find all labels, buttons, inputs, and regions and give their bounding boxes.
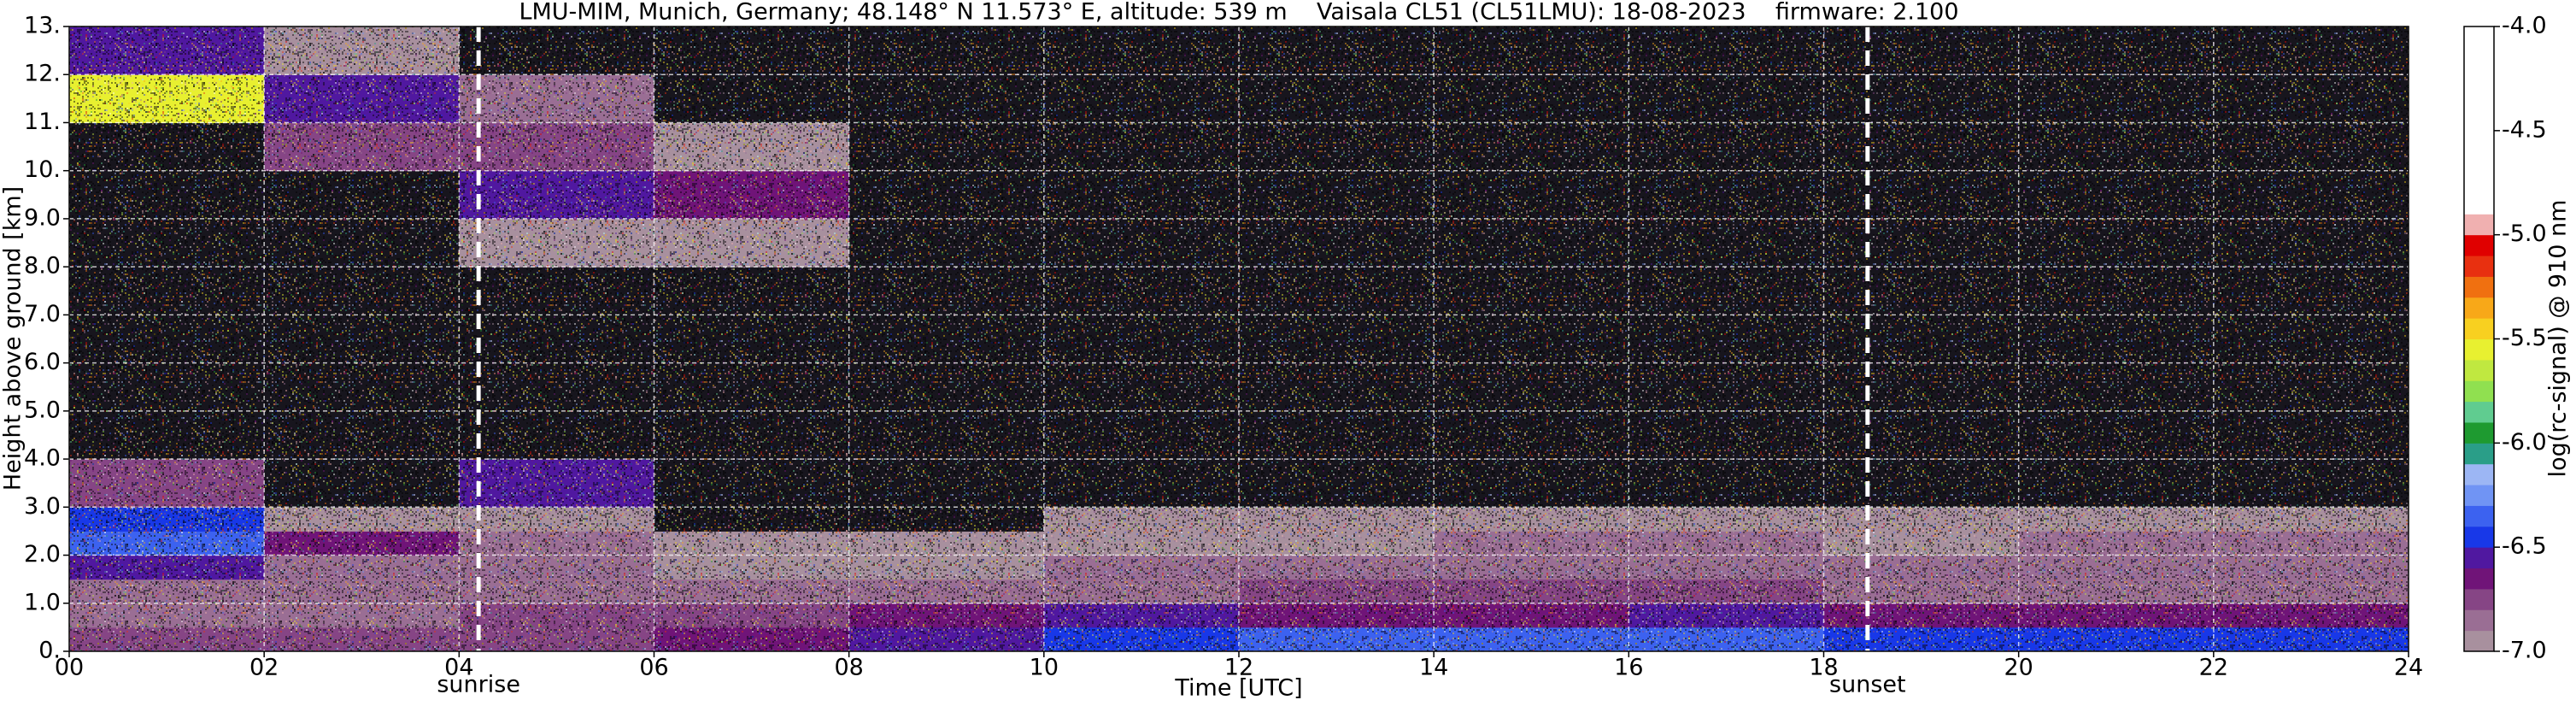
x-tick-label: 04	[444, 655, 473, 681]
y-tick-label: 12.	[24, 61, 61, 87]
colorbar-tick-label: -5.5	[2502, 325, 2547, 351]
x-tick-label: 22	[2199, 655, 2228, 681]
y-tick-label: 0.	[38, 638, 61, 664]
colorbar-band	[2464, 463, 2494, 485]
y-tick-label: 8.0	[24, 253, 61, 279]
colorbar-tick-label: -4.0	[2502, 13, 2547, 39]
plot-frame	[68, 26, 2409, 652]
x-tick-label: 20	[2004, 655, 2033, 681]
x-tick-label: 12	[1224, 655, 1253, 681]
x-tick-label: 00	[55, 655, 84, 681]
x-axis-label: Time [UTC]	[1174, 675, 1302, 702]
colorbar-band	[2464, 214, 2494, 236]
colorbar-band	[2464, 338, 2494, 361]
y-tick-label: 9.0	[24, 204, 61, 231]
colorbar-band	[2464, 505, 2494, 527]
colorbar-band	[2464, 26, 2494, 215]
chart-title: LMU-MIM, Munich, Germany; 48.148° N 11.5…	[519, 0, 1958, 26]
y-axis-label: Height above ground [km]	[0, 186, 26, 491]
y-tick-label: 10.	[24, 156, 61, 183]
colorbar-label: log(rc-signal) @ 910 nm	[2545, 200, 2572, 478]
colorbar-band	[2464, 547, 2494, 569]
x-tick-label: 18	[1809, 655, 1838, 681]
colorbar-band	[2464, 588, 2494, 610]
x-tick-label: 02	[249, 655, 279, 681]
annotation-label: sunrise	[437, 672, 520, 698]
y-tick-label: 2.0	[24, 541, 61, 568]
colorbar-band	[2464, 609, 2494, 632]
colorbar-band	[2464, 443, 2494, 465]
annotation-label: sunset	[1829, 672, 1906, 698]
colorbar-band	[2464, 485, 2494, 506]
y-tick-label: 6.0	[24, 349, 61, 375]
colorbar-band	[2464, 630, 2494, 652]
colorbar-band	[2464, 421, 2494, 444]
y-tick-label: 5.0	[24, 397, 61, 423]
y-tick-label: 3.0	[24, 493, 61, 520]
colorbar-band	[2464, 568, 2494, 590]
y-tick-label: 1.0	[24, 589, 61, 615]
colorbar-band	[2464, 234, 2494, 256]
colorbar-band	[2464, 526, 2494, 548]
colorbar-band	[2464, 256, 2494, 277]
colorbar-band	[2464, 380, 2494, 403]
colorbar-tick-label: -5.0	[2502, 221, 2547, 247]
x-tick-label: 16	[1614, 655, 1643, 681]
colorbar-band	[2464, 359, 2494, 381]
colorbar-band	[2464, 276, 2494, 298]
x-tick-label: 10	[1030, 655, 1059, 681]
colorbar-band	[2464, 297, 2494, 319]
colorbar-tick-label: -6.0	[2502, 429, 2547, 456]
y-tick-label: 13.	[24, 13, 61, 39]
y-tick-label: 7.0	[24, 301, 61, 327]
y-tick-label: 11.	[24, 109, 61, 135]
x-tick-label: 08	[834, 655, 863, 681]
x-tick-label: 24	[2394, 655, 2423, 681]
colorbar-band	[2464, 401, 2494, 423]
x-tick-label: 06	[639, 655, 668, 681]
colorbar-tick-label: -6.5	[2502, 533, 2547, 560]
y-tick-label: 4.0	[24, 445, 61, 472]
colorbar-tick-label: -7.0	[2502, 638, 2547, 664]
colorbar-band	[2464, 318, 2494, 339]
x-tick-label: 14	[1419, 655, 1448, 681]
colorbar-tick-label: -4.5	[2502, 116, 2547, 143]
